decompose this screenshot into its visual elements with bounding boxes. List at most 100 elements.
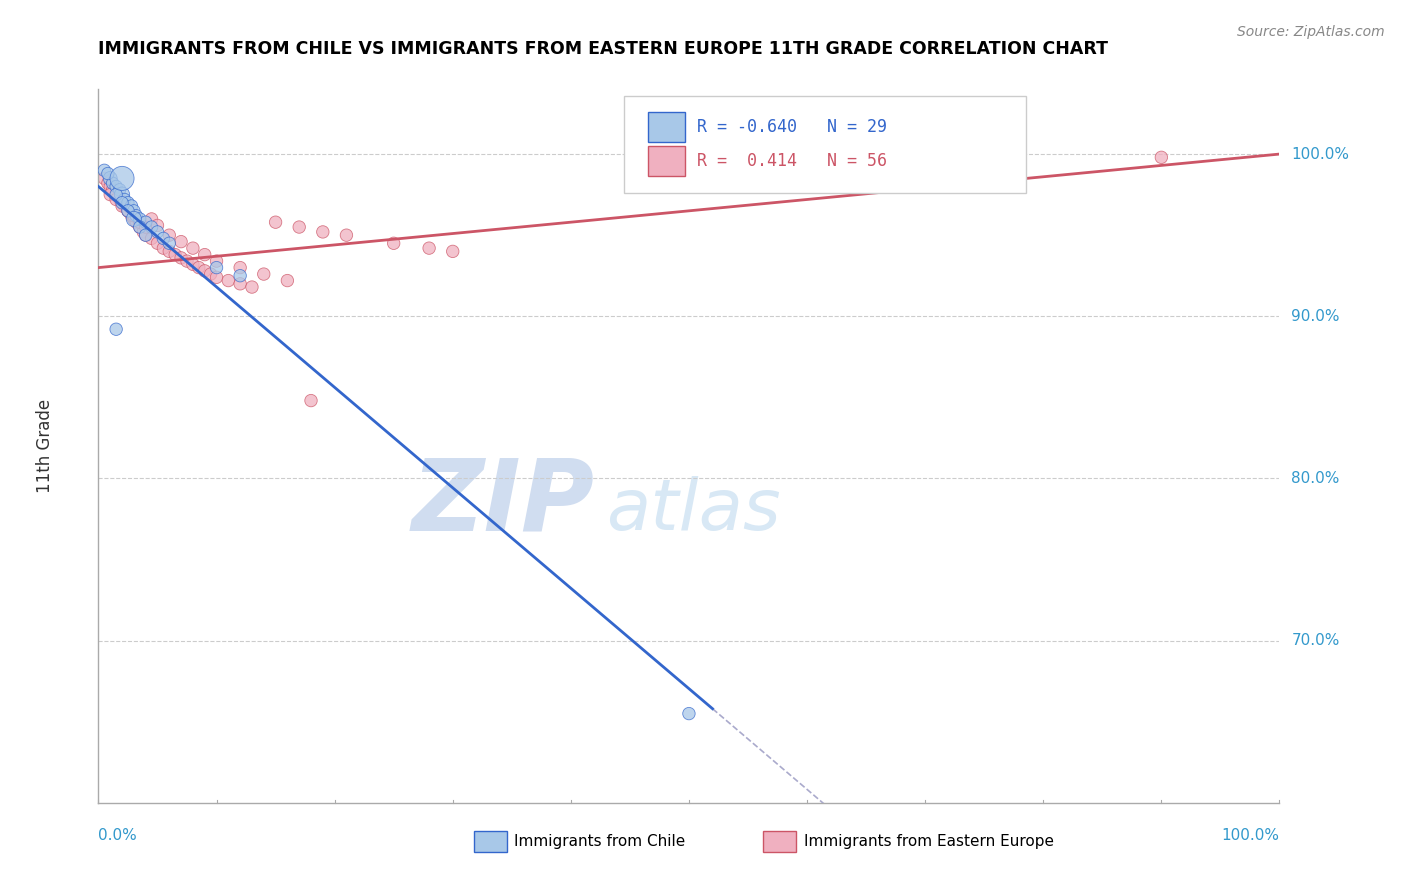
Point — [157, 228, 180, 243]
Text: 11th Grade: 11th Grade — [37, 399, 55, 493]
Point — [111, 187, 134, 202]
Point — [312, 225, 335, 239]
Point — [135, 228, 157, 243]
Point — [152, 241, 174, 255]
FancyBboxPatch shape — [763, 830, 796, 852]
Point — [176, 254, 198, 268]
Point — [146, 236, 169, 251]
Point — [205, 254, 228, 268]
Point — [98, 187, 121, 202]
Point — [264, 215, 287, 229]
Point — [101, 176, 124, 190]
Text: Immigrants from Chile: Immigrants from Chile — [515, 834, 685, 849]
FancyBboxPatch shape — [648, 112, 685, 142]
Point — [240, 280, 263, 294]
Point — [121, 199, 143, 213]
Text: ZIP: ZIP — [412, 455, 595, 551]
Text: R =  0.414   N = 56: R = 0.414 N = 56 — [697, 153, 887, 170]
Point — [108, 193, 131, 207]
Text: Source: ZipAtlas.com: Source: ZipAtlas.com — [1237, 25, 1385, 39]
Text: 100.0%: 100.0% — [1291, 146, 1350, 161]
Point — [97, 167, 120, 181]
Point — [217, 274, 239, 288]
Point — [128, 215, 150, 229]
Point — [122, 211, 145, 226]
Point — [157, 244, 180, 259]
Text: Immigrants from Eastern Europe: Immigrants from Eastern Europe — [803, 834, 1053, 849]
Point — [111, 195, 134, 210]
Point — [170, 235, 193, 249]
Point — [121, 209, 143, 223]
Point — [105, 193, 128, 207]
Point — [141, 220, 163, 235]
Point — [135, 228, 157, 243]
Point — [93, 171, 115, 186]
Point — [229, 277, 252, 291]
Text: R = -0.640   N = 29: R = -0.640 N = 29 — [697, 118, 887, 136]
Point — [105, 187, 128, 202]
Point — [117, 203, 139, 218]
FancyBboxPatch shape — [474, 830, 508, 852]
Point — [105, 179, 128, 194]
Point — [205, 270, 228, 285]
Point — [194, 264, 217, 278]
Point — [132, 225, 155, 239]
Point — [128, 211, 150, 226]
Point — [141, 231, 163, 245]
Point — [122, 203, 145, 218]
Text: IMMIGRANTS FROM CHILE VS IMMIGRANTS FROM EASTERN EUROPE 11TH GRADE CORRELATION C: IMMIGRANTS FROM CHILE VS IMMIGRANTS FROM… — [98, 40, 1108, 58]
Point — [125, 209, 148, 223]
Point — [111, 199, 134, 213]
FancyBboxPatch shape — [624, 96, 1025, 193]
Point — [117, 203, 139, 218]
Point — [141, 211, 163, 226]
Point — [276, 274, 298, 288]
Point — [187, 260, 209, 275]
Point — [146, 219, 169, 233]
Point — [170, 251, 193, 265]
Point — [135, 215, 157, 229]
Point — [135, 220, 157, 235]
Point — [165, 247, 187, 261]
Point — [418, 241, 440, 255]
Point — [122, 209, 145, 223]
Text: atlas: atlas — [606, 475, 780, 545]
Point — [105, 187, 128, 202]
FancyBboxPatch shape — [648, 146, 685, 177]
Point — [229, 268, 252, 283]
Point — [200, 267, 222, 281]
Point — [97, 176, 120, 190]
Point — [299, 393, 322, 408]
Point — [105, 322, 128, 336]
Point — [112, 193, 135, 207]
Point — [157, 236, 180, 251]
Text: 70.0%: 70.0% — [1291, 633, 1340, 648]
Point — [117, 195, 139, 210]
Point — [111, 171, 134, 186]
Point — [253, 267, 276, 281]
Point — [125, 215, 148, 229]
Point — [112, 199, 135, 213]
Text: 80.0%: 80.0% — [1291, 471, 1340, 486]
Point — [194, 247, 217, 261]
Point — [335, 228, 357, 243]
Point — [108, 183, 131, 197]
Text: 90.0%: 90.0% — [1291, 309, 1340, 324]
Point — [382, 236, 405, 251]
Point — [98, 179, 121, 194]
Point — [101, 183, 124, 197]
Point — [128, 220, 150, 235]
Point — [146, 225, 169, 239]
Point — [98, 171, 121, 186]
Point — [441, 244, 464, 259]
Point — [122, 211, 145, 226]
Point — [128, 220, 150, 235]
Point — [181, 241, 204, 255]
Point — [181, 257, 204, 271]
Point — [678, 706, 700, 721]
Text: 0.0%: 0.0% — [98, 828, 138, 843]
Point — [117, 203, 139, 218]
Text: 100.0%: 100.0% — [1222, 828, 1279, 843]
Point — [93, 163, 115, 178]
Point — [1150, 150, 1173, 164]
